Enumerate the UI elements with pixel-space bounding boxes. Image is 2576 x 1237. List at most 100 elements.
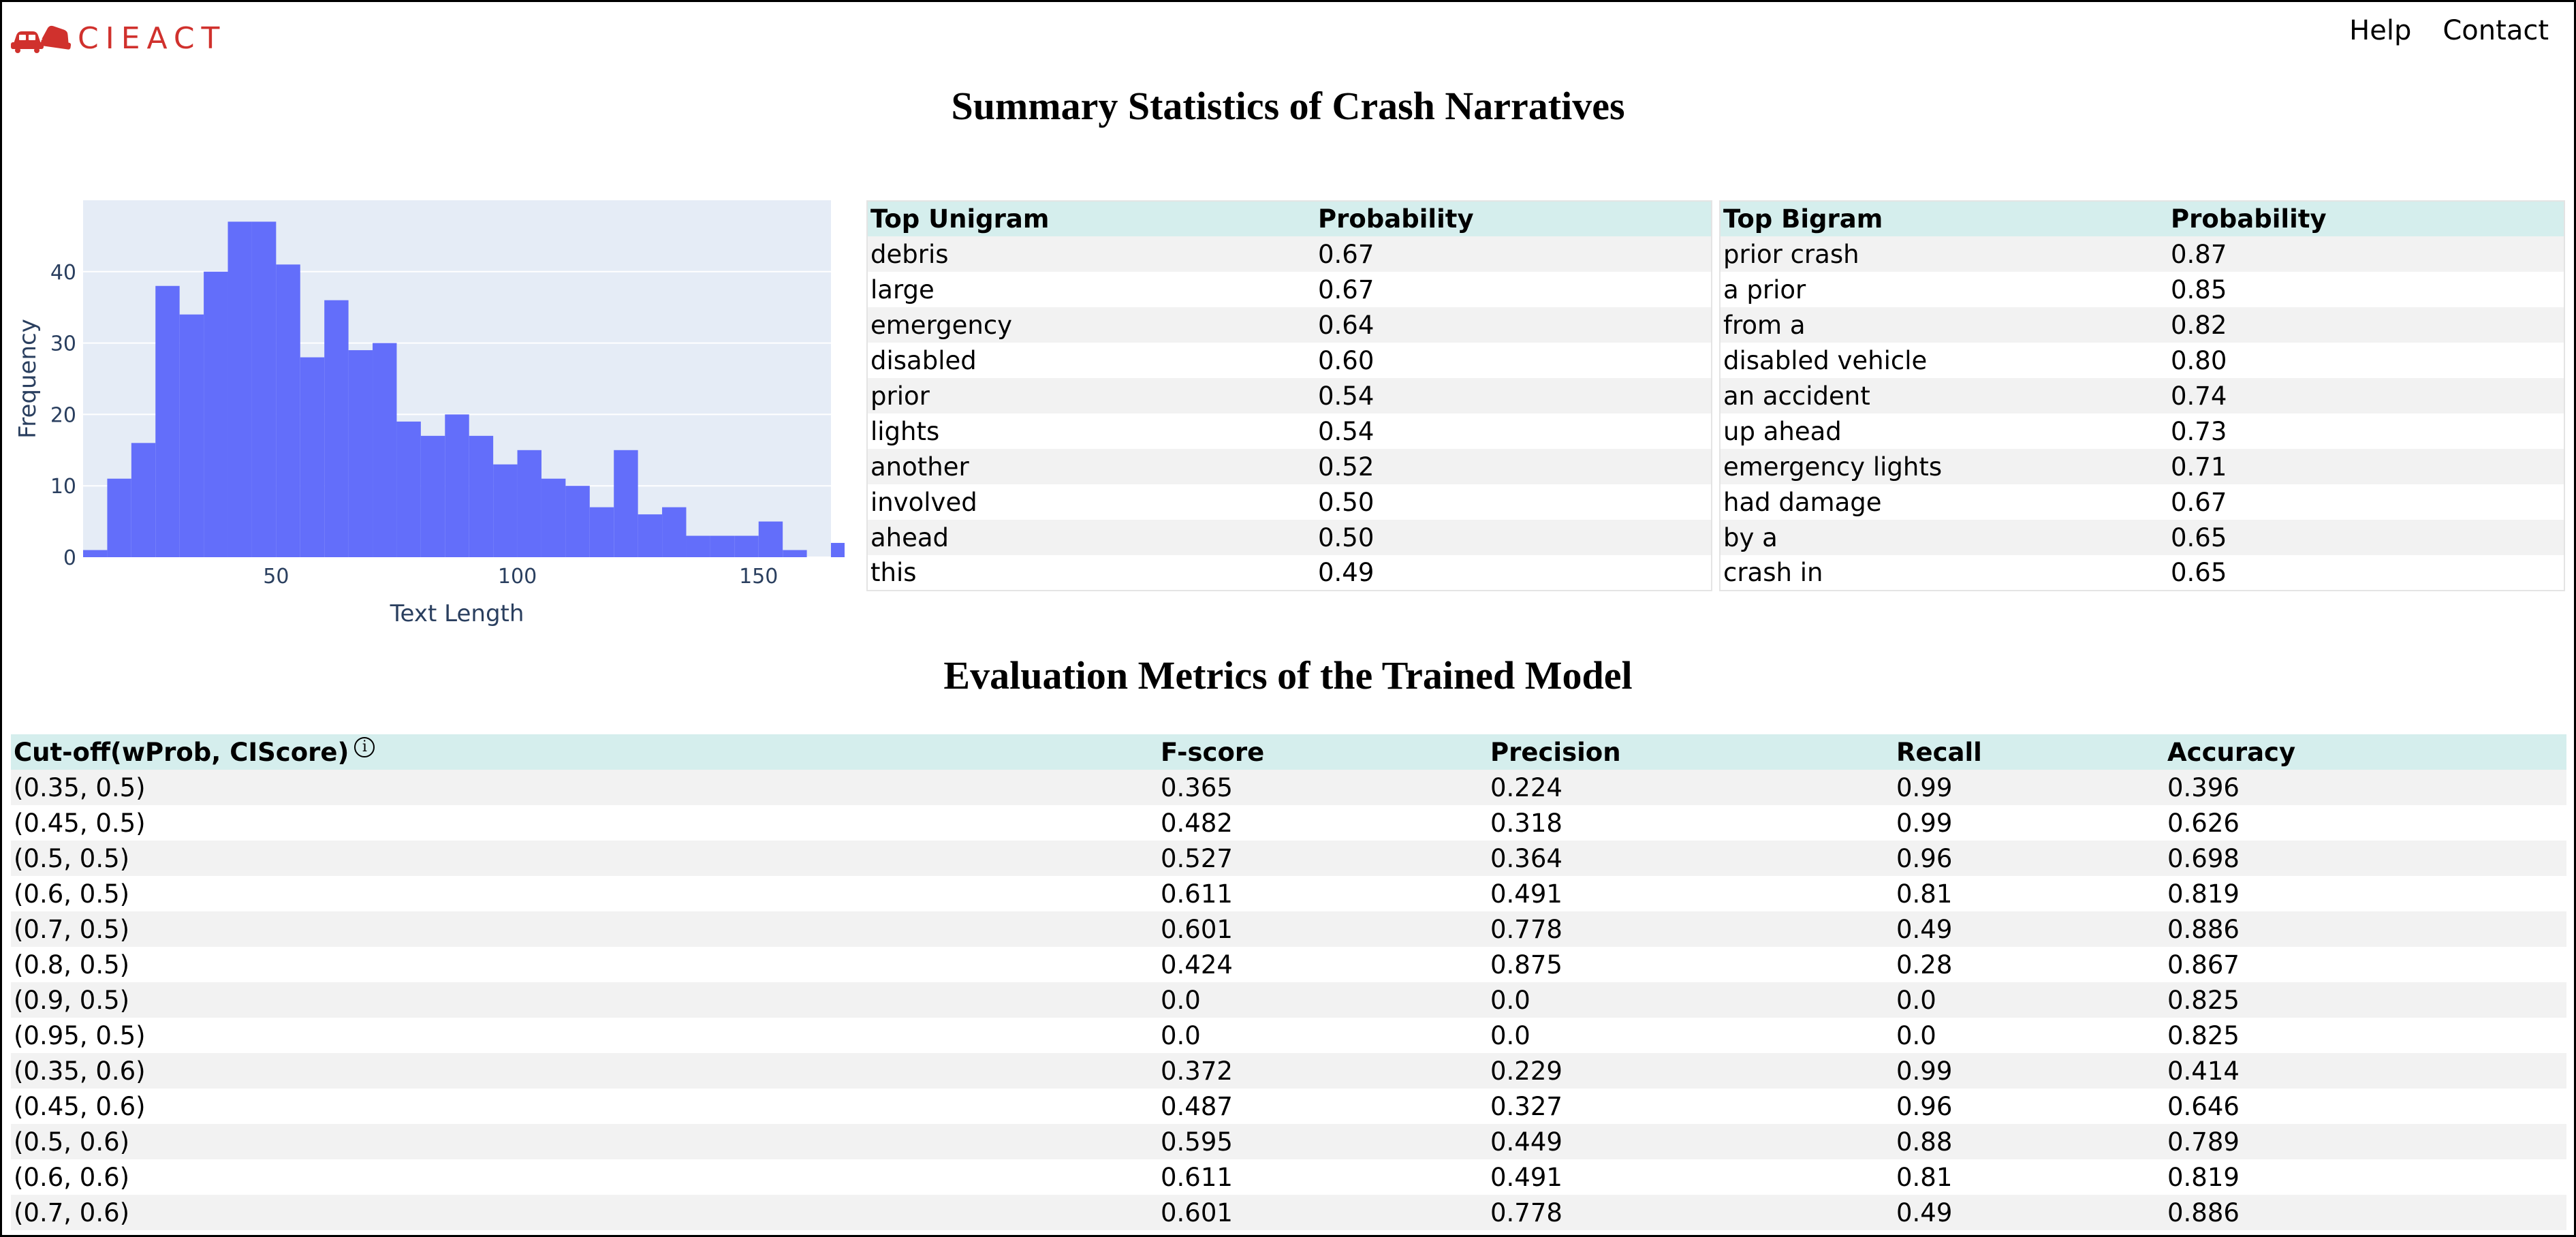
histogram-bar[interactable] bbox=[638, 514, 663, 557]
table-row: debris 0.67 bbox=[867, 236, 1712, 272]
histogram-bar[interactable] bbox=[493, 464, 518, 557]
histogram-bar[interactable] bbox=[541, 478, 566, 557]
table-cell: 0.99 bbox=[1894, 770, 2165, 805]
table-cell: (0.95, 0.5) bbox=[11, 1018, 1158, 1053]
histogram-bar[interactable] bbox=[734, 535, 759, 557]
histogram-bar[interactable] bbox=[469, 435, 494, 557]
text-length-histogram[interactable]: 50 100 150 0 10 20 30 40 Text Length Frequency bbox=[0, 184, 845, 647]
app-logo[interactable]: CIEACT bbox=[10, 20, 226, 56]
table-row: from a 0.82 bbox=[1720, 307, 2564, 343]
histogram-bar[interactable] bbox=[204, 271, 228, 557]
table-cell: (0.6, 0.5) bbox=[11, 876, 1158, 911]
table-cell: ahead bbox=[867, 520, 1315, 555]
info-icon[interactable]: i bbox=[354, 737, 375, 757]
table-row: emergency 0.64 bbox=[867, 307, 1712, 343]
histogram-bar[interactable] bbox=[300, 357, 325, 557]
table-cell: had damage bbox=[1720, 484, 2168, 520]
histogram-bar[interactable] bbox=[614, 450, 638, 557]
histogram-bar[interactable] bbox=[131, 443, 156, 557]
histogram-bar[interactable] bbox=[445, 414, 469, 557]
column-header-accuracy: Accuracy bbox=[2165, 734, 2566, 770]
table-cell: 0.778 bbox=[1488, 1195, 1894, 1230]
y-tick-labels: 0 10 20 30 40 bbox=[50, 261, 76, 570]
table-row: an accident 0.74 bbox=[1720, 378, 2564, 413]
histogram-bar[interactable] bbox=[686, 535, 710, 557]
table-row: (0.7, 0.6) 0.601 0.778 0.49 0.886 bbox=[11, 1195, 2566, 1230]
table-row: prior 0.54 bbox=[867, 378, 1712, 413]
table-cell: prior crash bbox=[1720, 236, 2168, 272]
histogram-bar[interactable] bbox=[831, 543, 845, 557]
top-bigram-table: Top Bigram Probability prior crash 0.87 a … bbox=[1719, 200, 2565, 591]
histogram-bar[interactable] bbox=[155, 285, 180, 557]
table-row: (0.95, 0.5) 0.0 0.0 0.0 0.825 bbox=[11, 1018, 2566, 1053]
histogram-bar[interactable] bbox=[420, 435, 445, 557]
y-tick-label: 40 bbox=[50, 261, 76, 285]
table-cell: 0.0 bbox=[1488, 982, 1894, 1018]
histogram-bar[interactable] bbox=[517, 450, 541, 557]
column-header-recall: Recall bbox=[1894, 734, 2165, 770]
table-cell: large bbox=[867, 272, 1315, 307]
table-cell: crash in bbox=[1720, 555, 2168, 591]
table-cell: 0.54 bbox=[1315, 378, 1712, 413]
table-cell: an accident bbox=[1720, 378, 2168, 413]
histogram-bar[interactable] bbox=[783, 550, 807, 557]
table-row: this 0.49 bbox=[867, 555, 1712, 591]
nav-help-link[interactable]: Help bbox=[2349, 15, 2412, 46]
column-header: Probability bbox=[1315, 201, 1712, 236]
table-cell: 0.49 bbox=[1894, 1195, 2165, 1230]
table-cell: 0.71 bbox=[2168, 449, 2564, 484]
x-tick-label: 150 bbox=[739, 565, 778, 589]
table-row: involved 0.50 bbox=[867, 484, 1712, 520]
histogram-bar[interactable] bbox=[589, 507, 614, 557]
histogram-bar[interactable] bbox=[227, 221, 252, 557]
table-cell: 0.67 bbox=[1315, 272, 1712, 307]
histogram-bar[interactable] bbox=[373, 343, 397, 557]
table-header-row: Cut-off(wProb, CIScore) i F-score Precisi… bbox=[11, 734, 2566, 770]
table-cell: emergency lights bbox=[1720, 449, 2168, 484]
table-cell: 0.491 bbox=[1488, 1159, 1894, 1195]
table-header-row: Top Bigram Probability bbox=[1720, 201, 2564, 236]
summary-title: Summary Statistics of Crash Narratives bbox=[951, 84, 1625, 128]
y-axis-label: Frequency bbox=[14, 319, 42, 439]
nav-contact-link[interactable]: Contact bbox=[2443, 15, 2549, 46]
table-cell: 0.81 bbox=[1894, 1159, 2165, 1195]
histogram-bar[interactable] bbox=[251, 221, 277, 557]
table-row: a prior 0.85 bbox=[1720, 272, 2564, 307]
table-cell: emergency bbox=[867, 307, 1315, 343]
table-cell: involved bbox=[867, 484, 1315, 520]
histogram-bar[interactable] bbox=[324, 300, 349, 557]
histogram-bar[interactable] bbox=[179, 314, 204, 557]
x-tick-label: 50 bbox=[263, 565, 289, 589]
table-cell: this bbox=[867, 555, 1315, 591]
table-cell: 0.372 bbox=[1158, 1053, 1488, 1089]
table-cell: 0.99 bbox=[1894, 805, 2165, 841]
table-cell: 0.67 bbox=[2168, 484, 2564, 520]
table-cell: (0.6, 0.6) bbox=[11, 1159, 1158, 1195]
histogram-bar[interactable] bbox=[83, 550, 108, 557]
table-row: crash in 0.65 bbox=[1720, 555, 2564, 591]
table-cell: disabled bbox=[867, 343, 1315, 378]
histogram-bar[interactable] bbox=[276, 264, 300, 557]
histogram-bar[interactable] bbox=[662, 507, 687, 557]
histogram-bar[interactable] bbox=[348, 350, 373, 557]
table-cell: from a bbox=[1720, 307, 2168, 343]
column-header: Probability bbox=[2168, 201, 2564, 236]
table-cell: 0.67 bbox=[1315, 236, 1712, 272]
top-nav: Help Contact bbox=[2349, 15, 2549, 46]
table-row: another 0.52 bbox=[867, 449, 1712, 484]
table-cell: 0.0 bbox=[1158, 1018, 1488, 1053]
column-header-fscore: F-score bbox=[1158, 734, 1488, 770]
table-cell: 0.50 bbox=[1315, 484, 1712, 520]
table-cell: 0.96 bbox=[1894, 1089, 2165, 1124]
histogram-bar[interactable] bbox=[396, 421, 421, 557]
table-cell: 0.365 bbox=[1158, 770, 1488, 805]
column-header-cutoff: Cut-off(wProb, CIScore) i bbox=[11, 734, 1158, 770]
histogram-bar[interactable] bbox=[710, 535, 735, 557]
table-row: prior crash 0.87 bbox=[1720, 236, 2564, 272]
histogram-bar[interactable] bbox=[758, 521, 783, 557]
histogram-bar[interactable] bbox=[107, 478, 131, 557]
table-header-row: Top Unigram Probability bbox=[867, 201, 1712, 236]
histogram-bar[interactable] bbox=[565, 486, 590, 557]
y-tick-label: 0 bbox=[63, 546, 76, 570]
table-row: (0.45, 0.6) 0.487 0.327 0.96 0.646 bbox=[11, 1089, 2566, 1124]
